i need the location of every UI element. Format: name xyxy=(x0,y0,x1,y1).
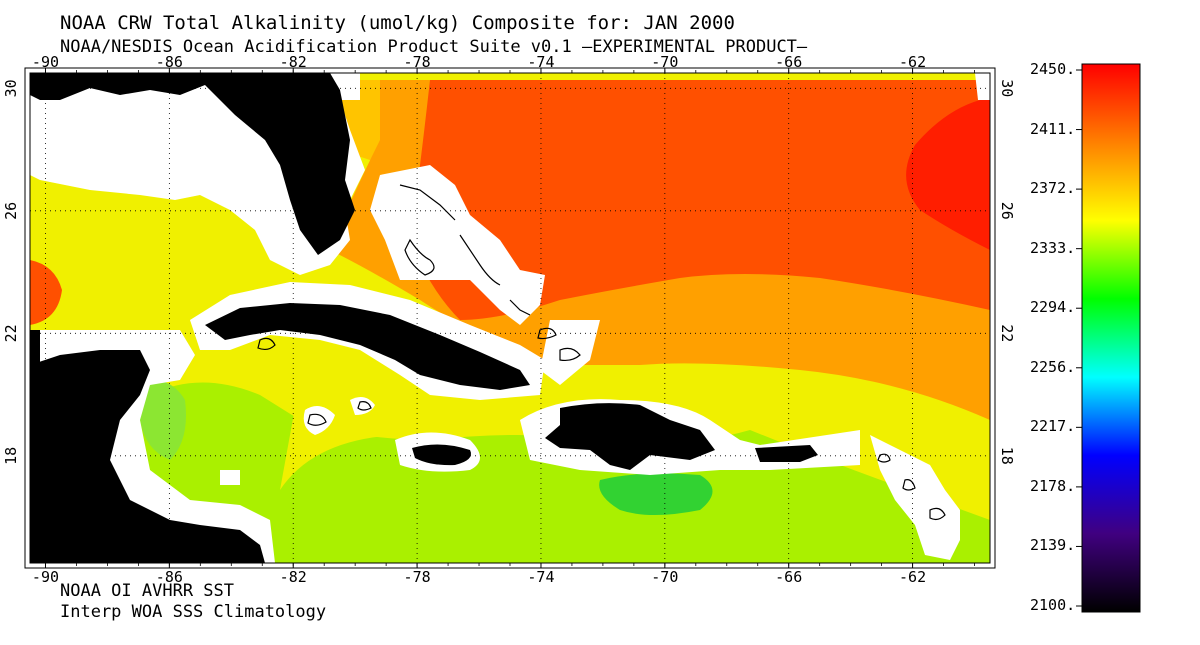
lat-label-left: 30 xyxy=(2,79,20,97)
land-yucatan xyxy=(30,350,265,563)
land-cuba xyxy=(205,303,530,390)
map-outer-frame xyxy=(24,67,996,569)
colorbar-ticks xyxy=(1076,69,1082,607)
colorbar-label: 2294. xyxy=(1030,298,1076,317)
lon-label-top: -74 xyxy=(527,53,554,71)
alkalinity-field xyxy=(30,73,990,563)
lon-label-top: -66 xyxy=(775,53,802,71)
axis-ticks: -90 -90 -86 -86 -82 -82 -78 -78 -74 -74 -70 -70 -66 -… xyxy=(2,53,1016,586)
colorbar-label: 2372. xyxy=(1030,179,1076,198)
land-florida-gulf-coast xyxy=(30,73,355,255)
lat-label-left: 26 xyxy=(2,202,20,220)
footer-line-2: Interp WOA SSS Climatology xyxy=(60,602,327,622)
lon-label-top: -62 xyxy=(899,53,926,71)
land-mexico-west xyxy=(30,330,40,365)
island-outlines xyxy=(257,184,946,521)
field-green xyxy=(599,473,713,515)
lon-label-top: -86 xyxy=(156,53,183,71)
lat-label-right: 18 xyxy=(998,447,1016,465)
lon-label-bottom: -62 xyxy=(899,568,926,586)
colorbar-label: 2139. xyxy=(1030,536,1076,555)
lon-label-bottom: -90 xyxy=(32,568,59,586)
colorbar-label: 2333. xyxy=(1030,238,1076,257)
land-masses xyxy=(30,73,818,563)
colorbar-label: 2178. xyxy=(1030,476,1076,495)
lon-label-top: -70 xyxy=(651,53,678,71)
lon-label-bottom: -78 xyxy=(404,568,431,586)
lat-label-right: 30 xyxy=(998,79,1016,97)
lon-label-top: -78 xyxy=(404,53,431,71)
land-jamaica xyxy=(412,444,471,466)
field-dark-orange xyxy=(410,80,990,320)
lat-label-left: 18 xyxy=(2,447,20,465)
map-title: NOAA CRW Total Alkalinity (umol/kg) Comp… xyxy=(60,12,735,34)
land-puerto-rico xyxy=(755,445,818,462)
lat-label-left: 22 xyxy=(2,324,20,342)
lon-label-bottom: -74 xyxy=(527,568,554,586)
footer-line-1: NOAA OI AVHRR SST xyxy=(60,581,234,601)
colorbar-label: 2100. xyxy=(1030,596,1076,614)
lat-label-right: 22 xyxy=(998,324,1016,342)
map-subtitle: NOAA/NESDIS Ocean Acidification Product … xyxy=(60,37,808,57)
colorbar xyxy=(1081,63,1141,613)
colorbar-label: 2411. xyxy=(1030,119,1076,138)
lon-label-bottom: -70 xyxy=(651,568,678,586)
colorbar-label: 2256. xyxy=(1030,357,1076,376)
field-yellow-central xyxy=(280,380,990,505)
field-red xyxy=(906,80,990,250)
colorbar-label: 2217. xyxy=(1030,417,1076,436)
lon-label-top: -90 xyxy=(32,53,59,71)
field-dark-orange-gulf xyxy=(30,260,62,325)
field-yellow-green xyxy=(30,382,990,563)
colorbar-label: 2450. xyxy=(1030,60,1076,78)
lon-label-bottom: -86 xyxy=(156,568,183,586)
lon-label-bottom: -82 xyxy=(280,568,307,586)
field-light-green-yucatan xyxy=(140,379,186,460)
land-hispaniola xyxy=(545,403,715,470)
lon-label-bottom: -66 xyxy=(775,568,802,586)
grid-lines xyxy=(30,73,990,563)
lon-label-top: -82 xyxy=(280,53,307,71)
lat-label-right: 26 xyxy=(998,202,1016,220)
